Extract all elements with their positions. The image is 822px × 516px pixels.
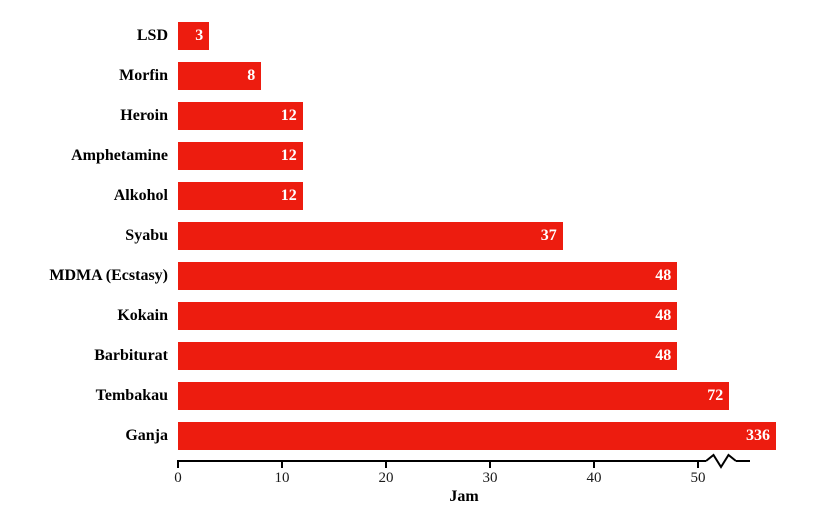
bar-label: Syabu [125,227,178,245]
bar-row: Barbiturat48 [178,342,750,370]
bar-label: Ganja [125,427,178,445]
bar: 12 [178,102,303,130]
bar-label: Alkohol [114,187,178,205]
bar-label: Kokain [117,307,178,325]
bar-value: 12 [281,187,297,205]
bar: 48 [178,262,677,290]
bar-label: Morfin [119,67,178,85]
bar: 3 [178,22,209,50]
x-axis-line [178,460,750,462]
x-tick [489,460,491,468]
bar-value: 8 [247,67,255,85]
bar-chart: LSD3Morfin8Heroin12Amphetamine12Alkohol1… [0,0,822,516]
x-tick-label: 30 [483,470,498,487]
bar: 48 [178,342,677,370]
bar-label: Barbiturat [94,347,178,365]
bar: 72 [178,382,729,410]
bar-label: LSD [137,27,178,45]
bar-row: MDMA (Ecstasy)48 [178,262,750,290]
x-tick [177,460,179,468]
x-tick-label: 10 [275,470,290,487]
bar-value: 336 [746,427,770,445]
bar: 8 [178,62,261,90]
bar-value: 48 [655,347,671,365]
bar-row: Syabu37 [178,222,750,250]
bar-row: Tembakau72 [178,382,750,410]
bar-value: 12 [281,147,297,165]
x-axis-title: Jam [449,488,478,506]
x-tick [593,460,595,468]
bar-value: 72 [707,387,723,405]
bar-row: LSD3 [178,22,750,50]
bar: 12 [178,182,303,210]
x-tick-label: 50 [691,470,706,487]
bar-label: MDMA (Ecstasy) [49,267,178,285]
bar-row: Ganja336 [178,422,750,450]
bar-row: Alkohol12 [178,182,750,210]
x-tick [385,460,387,468]
x-tick [281,460,283,468]
bar-row: Kokain48 [178,302,750,330]
bar-row: Morfin8 [178,62,750,90]
bar-row: Amphetamine12 [178,142,750,170]
bar: 48 [178,302,677,330]
bar-value: 37 [541,227,557,245]
bar-label: Heroin [120,107,178,125]
bar-row: Heroin12 [178,102,750,130]
bar: 37 [178,222,563,250]
bar-label: Amphetamine [71,147,178,165]
bar: 12 [178,142,303,170]
bar-value: 3 [195,27,203,45]
bar-value: 48 [655,307,671,325]
plot-area: LSD3 Morfin8 Heroin12 Amphetamine12 Alkohol1… [178,16,750,456]
bar-label: Tembakau [96,387,178,405]
x-tick [697,460,699,468]
x-tick-label: 20 [379,470,394,487]
bar-value: 48 [655,267,671,285]
bar: 336 [178,422,776,450]
x-tick-label: 40 [587,470,602,487]
bar-value: 12 [281,107,297,125]
x-tick-label: 0 [174,470,182,487]
